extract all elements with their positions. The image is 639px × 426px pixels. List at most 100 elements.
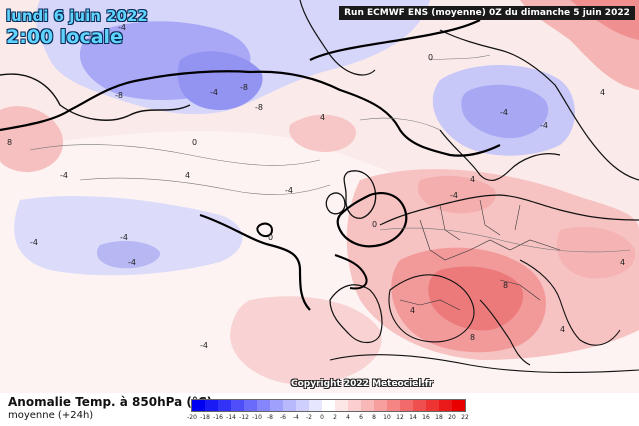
color-scale-cell: [335, 400, 348, 411]
color-scale-ticks: -20 -18 -16 -14 -12 -10 -8 -6 -4 -2 0 2 4 6 8 10 12 14 16 1…: [187, 414, 481, 424]
color-scale-cell: [426, 400, 439, 411]
color-scale-tick: -6: [280, 414, 286, 421]
color-scale-tick: 6: [359, 414, 363, 421]
contour-label: 0: [372, 220, 377, 229]
contour-label: 4: [320, 113, 325, 122]
isoline-4-d: [379, 227, 631, 253]
contour-label: -4: [540, 121, 548, 130]
contour-label: 4: [600, 88, 605, 97]
isoline-zero-4: [199, 213, 311, 311]
color-scale-tick: 12: [396, 414, 404, 421]
coastline-baltic: [439, 129, 561, 182]
color-scale-tick: -8: [267, 414, 273, 421]
color-scale-tick: 16: [422, 414, 430, 421]
color-scale-cell: [452, 400, 465, 411]
warm-anomaly-east: [556, 226, 636, 279]
cold-core-2: [177, 51, 263, 110]
color-scale-cell: [296, 400, 309, 411]
legend-subtitle: moyenne (+24h): [8, 410, 94, 421]
color-scale-tick: -16: [213, 414, 223, 421]
color-scale-cell: [218, 400, 231, 411]
color-scale-tick: 10: [383, 414, 391, 421]
color-scale-cell: [322, 400, 335, 411]
color-scale-cell: [400, 400, 413, 411]
coastline-north-europe: [379, 194, 639, 226]
contour-label: -4: [120, 233, 128, 242]
color-scale-tick: -20: [187, 414, 197, 421]
color-scale-tick: 20: [448, 414, 456, 421]
isoline-4-c: [359, 54, 491, 131]
color-scale-cell: [309, 400, 322, 411]
color-scale-bar: [191, 399, 466, 412]
contour-label: 0: [268, 233, 273, 242]
color-scale-tick: -2: [306, 414, 312, 421]
warm-anomaly-south: [230, 296, 382, 385]
contour-label: -4: [450, 191, 458, 200]
contour-label: -4: [118, 23, 126, 32]
color-scale-tick: 18: [435, 414, 443, 421]
color-scale-tick: 4: [346, 414, 350, 421]
color-scale-cell: [244, 400, 257, 411]
color-scale-tick: -12: [239, 414, 249, 421]
color-scale-tick: 22: [461, 414, 469, 421]
contour-label: -8: [240, 83, 248, 92]
isoline-4-a: [29, 144, 321, 166]
warm-anomaly-west: [0, 106, 64, 173]
country-borders-3: [399, 279, 541, 311]
contour-label: 0: [192, 138, 197, 147]
isoline-zero-3: [309, 19, 481, 61]
contour-label: 4: [410, 306, 415, 315]
contour-label: -8: [255, 103, 263, 112]
contour-label: 4: [620, 258, 625, 267]
coastline-france-italy: [388, 274, 475, 343]
coastline-italy: [479, 299, 531, 366]
color-scale-cell: [361, 400, 374, 411]
color-scale-tick: -14: [226, 414, 236, 421]
coastline-scandinavia: [439, 29, 639, 181]
color-scale-cell: [439, 400, 452, 411]
cold-core-southwest: [96, 240, 161, 269]
color-scale-cell: [348, 400, 361, 411]
cold-anomaly-southwest: [14, 195, 243, 276]
warm-anomaly-mid: [289, 114, 356, 152]
contour-label: 4: [185, 171, 190, 180]
coastline-ireland: [325, 192, 346, 215]
isoline-4-b: [79, 177, 331, 195]
contour-label: -4: [210, 88, 218, 97]
contour-label: 0: [428, 53, 433, 62]
color-scale-cell: [374, 400, 387, 411]
color-scale-tick: 14: [409, 414, 417, 421]
color-scale-cell: [270, 400, 283, 411]
model-run-label: Run ECMWF ENS (moyenne) 0Z du dimanche 5…: [339, 6, 635, 20]
contour-label: -4: [200, 341, 208, 350]
contour-label: 8: [503, 281, 508, 290]
contour-label: 4: [560, 325, 565, 334]
color-scale-tick: -18: [200, 414, 210, 421]
coastline-great-britain: [343, 170, 377, 219]
anomaly-map: -4 -8 -8 -8 -4 0 4 8 -4 -4 -4 0 4 -4 4 -…: [0, 0, 639, 393]
cold-core-scandinavia: [461, 84, 549, 139]
contour-labels: -4 -8 -8 -8 -4 0 4 8 -4 -4 -4 0 4 -4 4 -…: [7, 23, 625, 350]
contour-label: 8: [7, 138, 12, 147]
map-canvas: -4 -8 -8 -8 -4 0 4 8 -4 -4 -4 0 4 -4 4 -…: [0, 0, 639, 393]
color-scale-tick: 2: [333, 414, 337, 421]
coastline-north-africa: [329, 354, 639, 374]
isoline-zero-6: [334, 254, 368, 290]
color-scale-cell: [192, 400, 205, 411]
coastline-iberia: [329, 284, 383, 344]
copyright-label: Copyright 2022 Meteociel.fr: [291, 379, 434, 389]
color-scale-cell: [413, 400, 426, 411]
isoline-zero-1: [0, 70, 251, 132]
color-scale-cell: [283, 400, 296, 411]
warm-anomaly-germany: [418, 175, 496, 214]
color-scale-tick: -4: [293, 414, 299, 421]
contour-label: -4: [285, 186, 293, 195]
coastline-balkans: [519, 259, 621, 346]
contour-label: -4: [60, 171, 68, 180]
contour-label: -4: [30, 238, 38, 247]
color-scale-cell: [205, 400, 218, 411]
isoline-zero-5: [336, 192, 408, 248]
country-borders-1: [419, 219, 561, 261]
legend-title: Anomalie Temp. à 850hPa (°C): [8, 395, 213, 409]
